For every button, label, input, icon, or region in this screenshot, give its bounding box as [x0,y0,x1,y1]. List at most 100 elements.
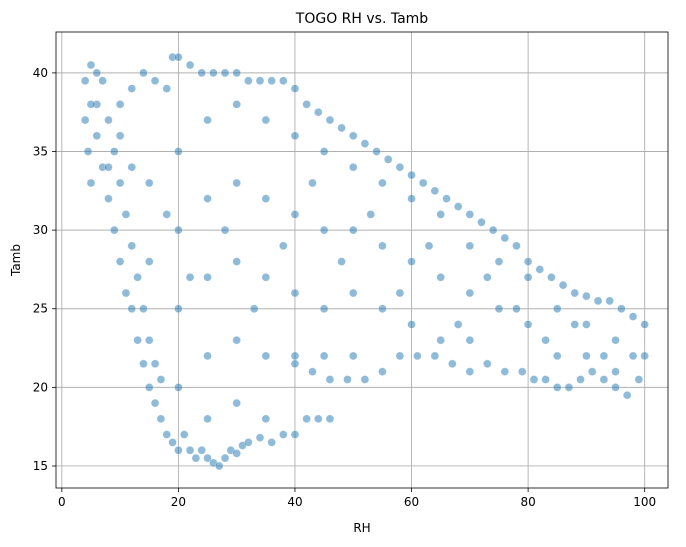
y-tick-label: 35 [33,145,48,159]
scatter-point [517,367,527,376]
scatter-point [453,320,463,329]
scatter-point [156,375,166,384]
scatter-point [395,288,405,298]
scatter-point [552,351,562,361]
scatter-point [593,296,603,306]
scatter-point [127,241,137,251]
scatter-point [407,194,416,203]
scatter-point [139,359,148,369]
scatter-point [255,76,265,86]
scatter-point [191,453,201,463]
scatter-point [523,320,533,329]
scatter-point [203,115,212,125]
scatter-point [104,115,113,125]
scatter-point [290,288,300,298]
scatter-point [395,351,405,361]
scatter-point [558,280,568,290]
scatter-point [535,265,545,274]
scatter-point [372,147,381,156]
scatter-point [582,351,591,361]
scatter-point [185,60,195,70]
scatter-point [541,375,550,384]
x-tick-label: 80 [520,495,535,509]
scatter-point [576,375,585,384]
scatter-point [436,210,445,219]
scatter-point [436,272,445,282]
scatter-point [378,367,387,376]
scatter-point [488,225,498,235]
scatter-points [80,52,649,471]
scatter-point [98,76,107,86]
y-tick-label: 30 [33,223,48,237]
scatter-point [86,60,96,70]
scatter-point [582,291,591,301]
scatter-point [115,100,125,109]
scatter-point [552,383,562,392]
chart-title: TOGO RH vs. Tamb [295,11,429,27]
scatter-point [413,351,422,361]
scatter-point [174,304,183,314]
scatter-point [139,304,148,314]
scatter-point [547,272,556,282]
scatter-point [430,186,440,196]
scatter-point [133,335,142,345]
scatter-point [319,225,329,235]
scatter-point [348,131,358,141]
scatter-point [290,359,300,369]
scatter-point [512,304,521,314]
scatter-point [150,359,160,369]
scatter-point [220,225,230,235]
scatter-point [378,304,387,314]
scatter-point [436,335,445,345]
scatter-point [622,390,632,400]
scatter-point [104,162,113,172]
scatter-point [290,84,300,93]
scatter-point [378,241,387,251]
scatter-point [203,351,212,361]
scatter-point [290,430,300,439]
scatter-point [162,430,172,439]
scatter-point [407,170,416,180]
scatter-point [83,147,93,156]
scatter-point [144,383,154,392]
scatter-point [261,194,271,203]
scatter-point [483,359,492,369]
scatter-point [407,257,416,266]
scatter-point [628,351,638,361]
scatter-point [203,194,212,203]
scatter-point [232,398,241,408]
scatter-point [465,335,475,345]
scatter-point [174,52,183,62]
scatter-point [360,139,370,148]
scatter-point [302,414,311,424]
y-axis-label: Tamb [9,244,23,277]
y-tick-label: 20 [33,380,48,394]
scatter-point [220,453,230,463]
scatter-point [174,147,183,156]
scatter-point [424,241,434,251]
scatter-point [395,162,405,172]
scatter-point [255,433,265,442]
scatter-point [232,257,241,266]
scatter-point [86,178,96,188]
scatter-point [541,335,550,345]
scatter-point [168,438,177,447]
scatter-point [261,351,271,361]
scatter-point [628,312,638,321]
scatter-point [261,272,271,282]
scatter-point [348,225,358,235]
x-tick-label: 20 [171,495,186,509]
scatter-point [337,123,346,133]
scatter-point [150,398,160,408]
scatter-point [144,335,154,345]
scatter-point [564,383,574,392]
scatter-point [640,351,649,361]
scatter-point [319,147,329,156]
scatter-point [325,115,335,125]
scatter-point [232,449,241,458]
scatter-point [552,304,562,314]
scatter-point [523,257,533,266]
scatter-point [115,131,125,141]
scatter-point [325,375,335,384]
scatter-point [197,68,207,78]
